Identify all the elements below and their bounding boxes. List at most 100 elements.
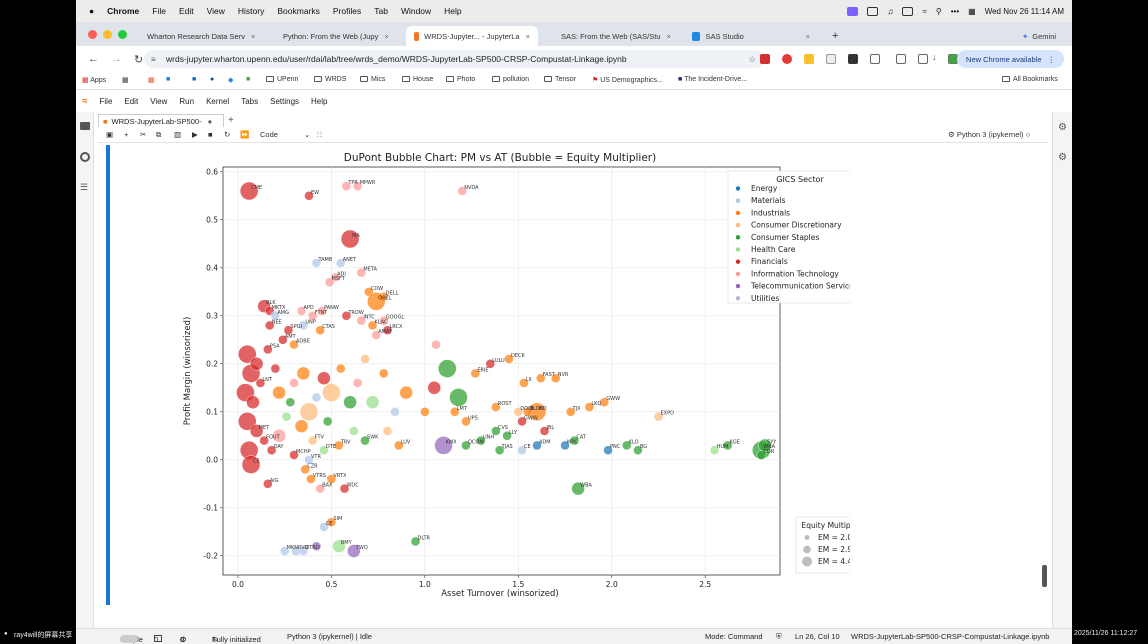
chart-icon[interactable]: ■ — [246, 76, 251, 83]
close-tab-icon[interactable]: × — [384, 31, 389, 41]
restart-run-all-icon[interactable]: ⏩ — [240, 130, 250, 139]
forward-icon[interactable]: → — [111, 53, 122, 65]
close-tab-icon[interactable]: × — [805, 31, 810, 41]
interrupt-icon[interactable]: ■ — [208, 130, 213, 139]
browser-tab-sas-studio[interactable]: SAS Studio × — [684, 26, 818, 46]
gemini-button[interactable]: ✦ Gemini — [1014, 26, 1070, 46]
cell-toolbar-icon[interactable]: ☷ — [316, 130, 323, 139]
debugger-icon[interactable]: ⚙ — [1058, 152, 1067, 163]
jupyter-menu-edit[interactable]: Edit — [124, 96, 139, 106]
extension-red-icon[interactable] — [760, 54, 770, 64]
download-icon[interactable]: ↓ — [932, 52, 937, 62]
kernel-status[interactable]: Python 3 (ipykernel) | Idle — [287, 632, 372, 641]
unsaved-dot-icon[interactable]: ● — [207, 116, 213, 126]
output-scrollbar[interactable] — [1042, 565, 1047, 587]
notebook-tab[interactable]: ■ WRDS-JupyterLab-SP500- ● — [98, 114, 224, 127]
address-bar[interactable]: ≡ wrds-jupyter.wharton.upenn.edu/user/rd… — [144, 50, 764, 68]
diamond-icon[interactable]: ◆ — [228, 77, 234, 84]
bookmark-house[interactable]: House — [402, 76, 433, 83]
site-info-icon[interactable]: ≡ — [151, 54, 156, 64]
jupyter-menu-run[interactable]: Run — [179, 96, 195, 106]
zoom-window-icon[interactable] — [118, 30, 127, 39]
keyboard-icon[interactable] — [867, 6, 879, 16]
extension-doc-icon[interactable] — [826, 54, 836, 64]
all-bookmarks[interactable]: All Bookmarks — [1002, 76, 1058, 83]
cursor-position[interactable]: Ln 26, Col 10 — [795, 632, 840, 641]
browser-tab-sas-web[interactable]: SAS: From the Web (SAS/Stu × — [548, 26, 674, 46]
app-menu[interactable]: Chrome — [107, 6, 140, 16]
insert-cell-icon[interactable]: + — [124, 130, 129, 139]
opera-extension-icon[interactable] — [782, 54, 792, 64]
profile-avatar-icon[interactable] — [948, 54, 958, 64]
clock[interactable]: Wed Nov 26 11:14 AM — [984, 6, 1064, 16]
menu-help[interactable]: Help — [444, 6, 462, 16]
update-chrome-button[interactable]: New Chrome available ⋮ — [957, 50, 1064, 68]
cut-icon[interactable]: ✂ — [140, 130, 147, 139]
paste-icon[interactable]: ▧ — [174, 130, 182, 139]
running-kernels-icon[interactable] — [80, 152, 90, 162]
restart-icon[interactable]: ↻ — [224, 130, 231, 139]
property-inspector-icon[interactable]: ⚙ — [1058, 122, 1067, 133]
jupyter-menu-view[interactable]: View — [150, 96, 168, 106]
browser-tab-wrds[interactable]: Wharton Research Data Serv × — [134, 26, 260, 46]
close-tab-icon[interactable]: × — [525, 31, 530, 41]
jupyter-menu-help[interactable]: Help — [311, 96, 328, 106]
new-launcher-button[interactable]: + — [228, 115, 234, 126]
outlook-icon[interactable]: ■ — [166, 76, 171, 83]
kernel-indicator[interactable]: ⚙ Python 3 (ipykernel) ○ — [948, 130, 1030, 139]
file-browser-icon[interactable] — [80, 122, 90, 130]
menu-window[interactable]: Window — [400, 6, 432, 16]
bookmark-pollution[interactable]: pollution — [492, 76, 529, 83]
bookmark-wrds[interactable]: WRDS — [314, 76, 346, 83]
screen-share-icon[interactable] — [847, 6, 859, 16]
reload-icon[interactable]: ↻ — [134, 53, 144, 66]
bookmark-us-demographics[interactable]: ⚑ US Demographics... — [592, 76, 663, 84]
apple-menu-icon[interactable]: ● — [89, 6, 95, 16]
cast-icon[interactable] — [896, 54, 906, 64]
menu-file[interactable]: File — [152, 6, 166, 16]
microsoft-icon[interactable]: ▦ — [148, 77, 155, 84]
jupyter-menu-settings[interactable]: Settings — [270, 96, 300, 106]
word-icon[interactable]: ■ — [192, 76, 197, 83]
more-icon[interactable]: ••• — [950, 6, 960, 16]
bookmark-upenn[interactable]: UPenn — [266, 76, 298, 83]
menu-profiles[interactable]: Profiles — [332, 6, 362, 16]
copy-icon[interactable]: ⧉ — [156, 130, 162, 139]
cell-type-select[interactable]: Code ⌄ — [260, 130, 310, 139]
audio-icon[interactable]: ♫ — [887, 6, 894, 16]
grid-icon[interactable]: ▦ — [122, 77, 129, 84]
menu-view[interactable]: View — [206, 6, 225, 16]
menu-edit[interactable]: Edit — [178, 6, 194, 16]
jupyter-menu-kernel[interactable]: Kernel — [206, 96, 230, 106]
new-tab-button[interactable]: + — [832, 30, 839, 42]
bookmark-photo[interactable]: Photo — [446, 76, 475, 83]
sidebar-icon[interactable] — [918, 54, 928, 64]
table-of-contents-icon[interactable]: ☰ — [80, 182, 89, 192]
menu-bookmarks[interactable]: Bookmarks — [277, 6, 320, 16]
search-icon[interactable]: ⚲ — [935, 6, 942, 16]
close-tab-icon[interactable]: × — [666, 31, 671, 41]
menu-history[interactable]: History — [237, 6, 265, 16]
minimize-window-icon[interactable] — [103, 30, 112, 39]
back-icon[interactable]: ← — [88, 53, 99, 65]
battery-icon[interactable] — [902, 6, 914, 16]
extensions-puzzle-icon[interactable] — [870, 54, 880, 64]
jupyter-menu-tabs[interactable]: Tabs — [241, 96, 259, 106]
bookmark-star-icon[interactable]: ☆ — [748, 53, 756, 64]
jupyter-menu-file[interactable]: File — [99, 96, 113, 106]
extension-yellow-icon[interactable] — [804, 54, 814, 64]
wifi-icon[interactable]: ≈ — [922, 6, 927, 16]
browser-tab-python[interactable]: Python: From the Web (Jupy × — [270, 26, 396, 46]
bookmark-mics[interactable]: Mics — [360, 76, 385, 83]
active-cell-indicator[interactable] — [106, 145, 110, 605]
bookmark-incident[interactable]: ■ The Incident-Drive... — [678, 76, 747, 83]
save-icon[interactable]: ▣ — [106, 130, 114, 139]
browser-tab-jupyterlab[interactable]: WRDS-Jupyter... - JupyterLa × — [406, 26, 538, 46]
bookmark-apps[interactable]: ▦ Apps — [82, 76, 106, 84]
close-window-icon[interactable] — [88, 30, 97, 39]
bookmark-tensor[interactable]: Tensor — [544, 76, 576, 83]
control-center-icon[interactable]: ▦ — [968, 6, 976, 16]
globe-icon[interactable]: ● — [210, 76, 215, 83]
run-icon[interactable]: ▶ — [192, 130, 198, 139]
menu-tab[interactable]: Tab — [374, 6, 388, 16]
